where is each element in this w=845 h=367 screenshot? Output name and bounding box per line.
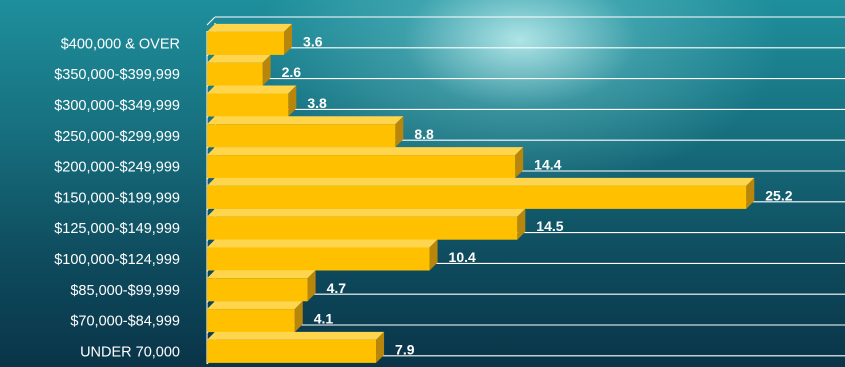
category-label: $350,000-$399,999 [54,67,180,83]
data-label: 25.2 [765,187,792,203]
bar-top-face [207,208,526,217]
gridline [206,16,845,26]
bar [207,85,297,117]
bar-top-face [207,331,385,340]
data-label: 7.9 [395,341,415,357]
category-label: $200,000-$249,999 [54,160,180,176]
bar-side-face [395,116,404,148]
bar-side-face [376,331,385,363]
bar-top-face [207,23,293,32]
category-label: $125,000-$149,999 [54,221,180,237]
bar-top-face [207,147,524,156]
bar-front-face [207,247,430,271]
gridline [206,324,845,334]
bar [207,23,293,55]
bar-top-face [207,239,438,248]
bar-top-face [207,85,297,94]
bar-front-face [207,62,263,86]
bar-top-face [207,270,316,279]
bar-side-face [746,177,755,209]
bar [207,239,438,271]
data-label: 14.5 [536,218,563,234]
bar-top-face [207,301,303,310]
bar-top-face [207,116,404,125]
category-label: UNDER 70,000 [80,344,180,360]
bar-front-face [207,185,747,209]
bar-side-face [307,270,316,302]
category-label: $70,000-$84,999 [70,314,180,330]
data-label: 2.6 [282,64,302,80]
category-label: $250,000-$299,999 [54,129,180,145]
bar-side-face [294,301,303,333]
bar-top-face [207,54,271,63]
data-label: 8.8 [414,126,434,142]
bar-front-face [207,216,518,240]
category-label: $85,000-$99,999 [70,283,180,299]
bar [207,301,303,333]
bar-side-face [517,208,526,240]
bar [207,54,271,86]
category-label: $400,000 & OVER [61,36,180,52]
bar [207,147,524,179]
bar-front-face [207,155,516,179]
bar-front-face [207,31,285,55]
bar [207,270,316,302]
bar-front-face [207,124,396,148]
data-label: 14.4 [534,157,561,173]
data-label: 4.7 [327,280,347,296]
data-label: 10.4 [449,249,476,265]
category-label: $150,000-$199,999 [54,190,180,206]
gridline [206,108,845,118]
data-label: 3.6 [303,33,323,49]
data-label: 3.8 [307,95,327,111]
bar-front-face [207,278,308,302]
category-label: $100,000-$124,999 [54,252,180,268]
bar-top-face [207,177,755,186]
bar-side-face [288,85,297,117]
bar-side-face [429,239,438,271]
bar-side-face [284,23,293,55]
bar-front-face [207,339,377,363]
bar [207,116,404,148]
category-label: $300,000-$349,999 [54,98,180,114]
data-label: 4.1 [314,311,334,327]
bar-front-face [207,309,295,333]
bar-side-face [262,54,271,86]
bar [207,177,755,209]
bar-side-face [515,147,524,179]
bar [207,208,526,240]
gridline [206,78,845,87]
bar-front-face [207,93,289,117]
bar [207,331,385,363]
